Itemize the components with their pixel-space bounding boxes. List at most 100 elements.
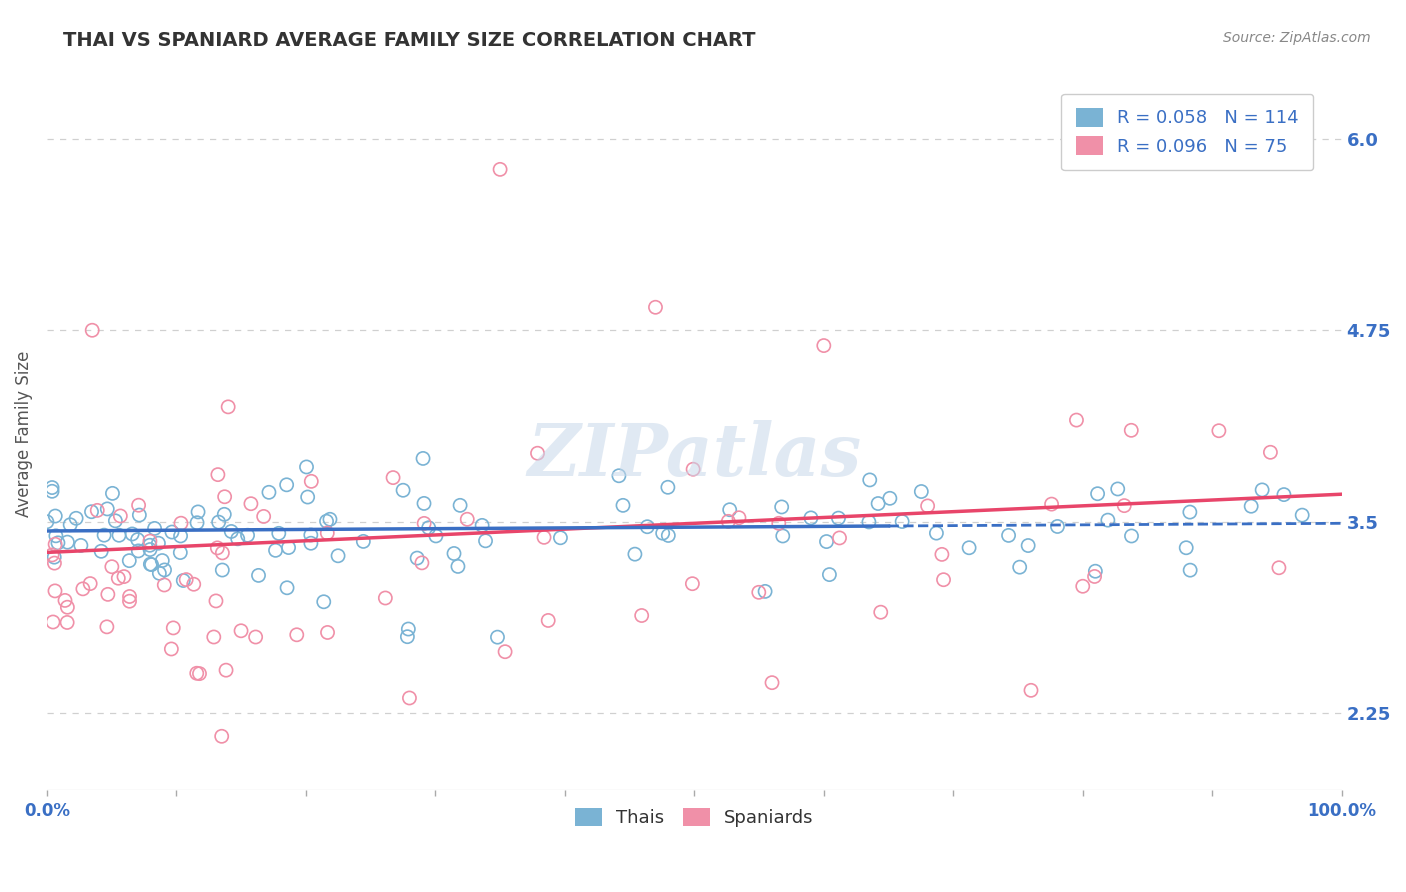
Point [104,514,127,528]
Point [214,490,236,504]
Point [169,545,191,559]
Point [101,559,124,574]
Point [207,515,229,529]
Point [174,573,197,587]
Point [169,529,191,543]
Point [1291,508,1313,523]
Point [96,620,118,634]
Point [150,553,173,567]
Point [186,666,208,681]
Point [141,558,163,572]
Point [277,541,299,555]
Point [207,541,229,555]
Point [90,544,112,558]
Point [1175,541,1198,555]
Point [217,400,239,414]
Point [299,528,322,542]
Point [215,663,238,677]
Point [1071,579,1094,593]
Point [211,563,233,577]
Point [651,526,673,541]
Point [917,499,939,513]
Point [118,594,141,608]
Point [474,533,496,548]
Point [859,473,882,487]
Point [869,605,891,619]
Point [858,515,880,529]
Point [1066,413,1088,427]
Point [44,583,66,598]
Point [891,515,914,529]
Point [754,584,776,599]
Point [868,497,890,511]
Point [910,484,932,499]
Point [162,621,184,635]
Point [1107,482,1129,496]
Point [396,622,419,636]
Point [211,546,233,560]
Point [239,497,262,511]
Point [374,591,396,605]
Point [1178,563,1201,577]
Point [172,574,194,588]
Point [101,486,124,500]
Point [1046,519,1069,533]
Point [813,338,835,352]
Point [818,567,841,582]
Point [612,499,634,513]
Point [226,532,249,546]
Point [35,515,58,529]
Point [44,537,66,551]
Point [815,534,838,549]
Point [214,508,236,522]
Point [276,478,298,492]
Point [533,530,555,544]
Point [879,491,901,506]
Point [121,527,143,541]
Point [107,571,129,585]
Point [44,509,66,524]
Y-axis label: Average Family Size: Average Family Size [15,351,32,516]
Point [925,526,948,541]
Text: ZIPatlas: ZIPatlas [527,419,862,491]
Point [207,467,229,482]
Point [219,524,242,539]
Point [931,548,953,562]
Point [160,524,183,539]
Point [768,516,790,531]
Point [489,162,512,177]
Point [41,484,63,499]
Point [285,628,308,642]
Point [1017,539,1039,553]
Point [236,528,259,542]
Point [770,500,793,514]
Point [267,526,290,541]
Point [118,554,141,568]
Point [718,502,741,516]
Point [800,511,823,525]
Point [1019,683,1042,698]
Point [717,514,740,528]
Point [1083,569,1105,583]
Point [411,556,433,570]
Point [299,536,322,550]
Point [997,528,1019,542]
Point [108,528,131,542]
Point [1208,424,1230,438]
Point [153,578,176,592]
Point [96,502,118,516]
Point [53,593,76,607]
Point [148,536,170,550]
Point [188,666,211,681]
Point [183,577,205,591]
Point [1040,497,1063,511]
Point [253,509,276,524]
Point [229,624,252,638]
Point [681,576,703,591]
Point [211,729,233,743]
Point [139,534,162,549]
Point [72,582,94,596]
Point [607,468,630,483]
Point [761,675,783,690]
Point [110,508,132,523]
